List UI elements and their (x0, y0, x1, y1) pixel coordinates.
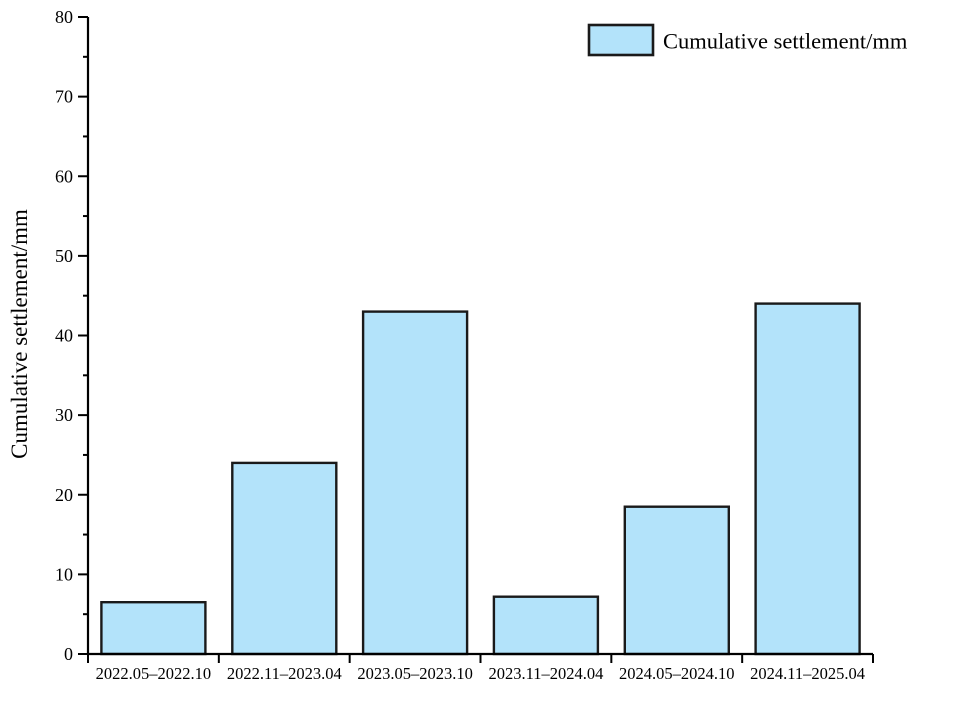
y-tick-label: 60 (55, 166, 73, 186)
y-axis-title: Cumulative settlement/mm (7, 209, 32, 459)
y-tick-label: 80 (55, 7, 73, 27)
bar-2 (361, 310, 469, 656)
bar-3 (492, 595, 600, 656)
bar-4 (623, 505, 730, 656)
y-tick-label: 30 (55, 405, 73, 425)
bar-5 (754, 302, 861, 656)
bar-1 (231, 461, 338, 656)
x-tick-label: 2024.11–2025.04 (750, 664, 865, 683)
legend-label: Cumulative settlement/mm (663, 29, 908, 54)
bar-0 (100, 601, 207, 656)
y-tick-label: 10 (55, 564, 73, 584)
x-tick-label: 2022.05–2022.10 (96, 664, 212, 683)
x-tick-label: 2024.05–2024.10 (619, 664, 735, 683)
x-tick-label: 2023.11–2024.04 (488, 664, 603, 683)
y-tick-label: 20 (55, 485, 73, 505)
y-tick-label: 40 (55, 326, 73, 346)
legend-swatch (587, 23, 655, 57)
x-tick-label: 2022.11–2023.04 (227, 664, 342, 683)
y-tick-label: 70 (55, 87, 73, 107)
x-tick-label: 2023.05–2023.10 (357, 664, 473, 683)
y-tick-label: 0 (64, 644, 73, 664)
y-tick-label: 50 (55, 246, 73, 266)
